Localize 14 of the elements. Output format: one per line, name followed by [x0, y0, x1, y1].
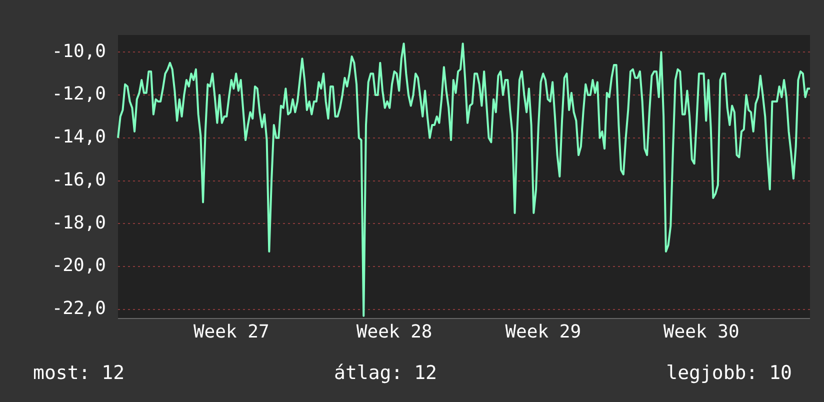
y-tick-label: -10,0 — [52, 40, 106, 62]
x-tick-label: Week 29 — [505, 321, 582, 342]
text: legjobb: 10 — [666, 362, 792, 384]
y-tick-label: -22,0 — [52, 298, 106, 320]
x-tick-label: Week 28 — [356, 321, 432, 342]
y-tick-label: -20,0 — [52, 255, 106, 276]
y-tick-label: -12,0 — [52, 84, 106, 105]
x-tick-label: Week 30 — [663, 321, 740, 342]
y-tick-label: -16,0 — [52, 169, 106, 190]
y-tick-label: -18,0 — [52, 212, 106, 234]
text: most: 12 — [33, 362, 125, 384]
x-tick-label: Week 27 — [193, 321, 270, 342]
text: átlag: 12 — [334, 362, 437, 384]
y-tick-label: -14,0 — [52, 126, 106, 148]
